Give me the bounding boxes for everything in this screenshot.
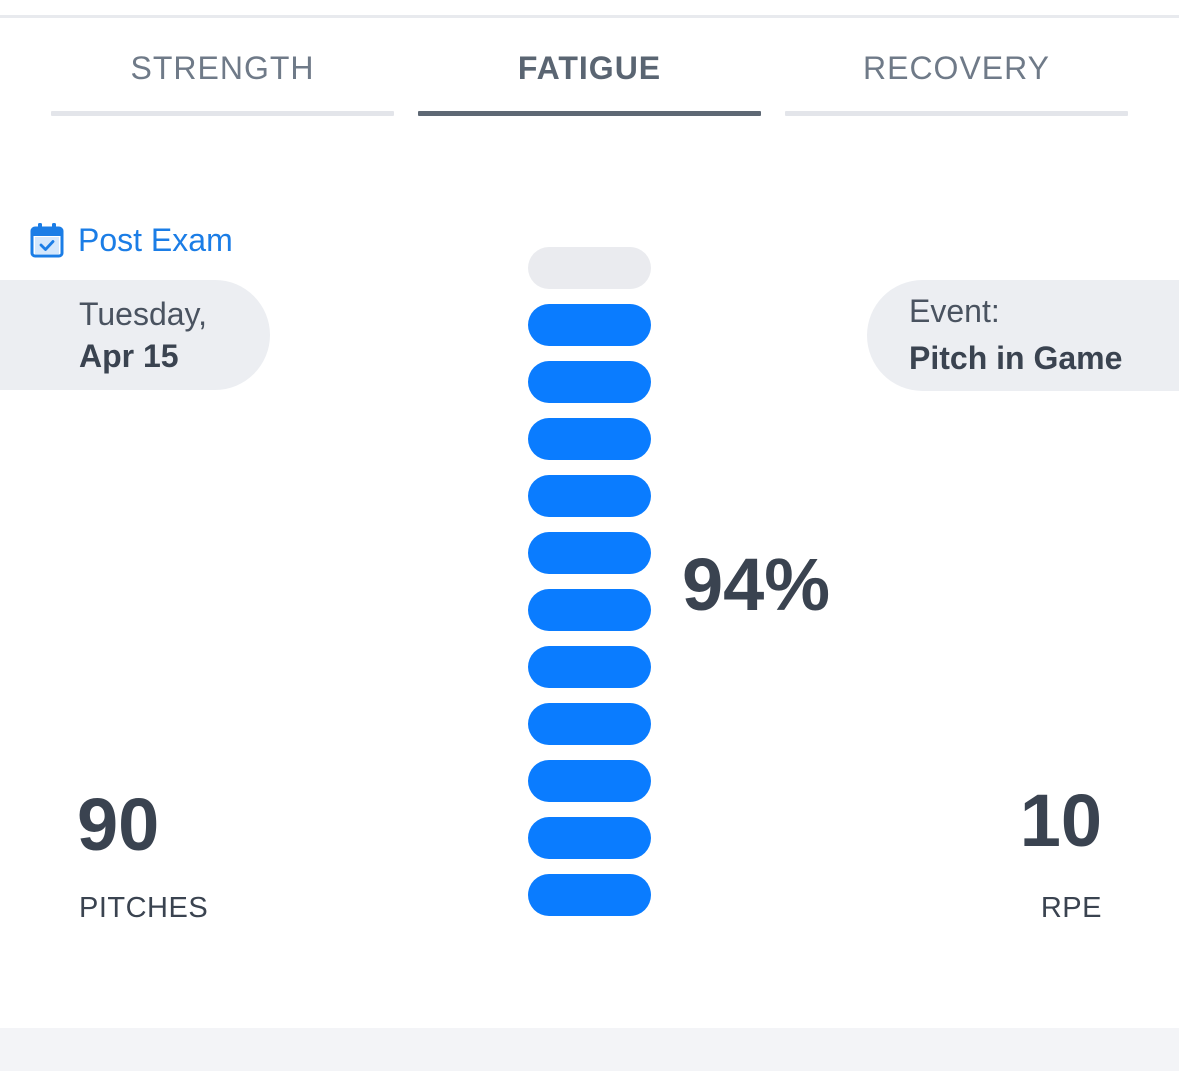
top-divider [0,0,1179,18]
meter-segment-filled [528,304,651,346]
footer-band [0,1028,1179,1071]
tab-bar: STRENGTH FATIGUE RECOVERY [51,40,1128,116]
tab-recovery-label: RECOVERY [862,50,1050,86]
tab-strength[interactable]: STRENGTH [51,40,394,116]
meter-segment-filled [528,703,651,745]
date-weekday: Tuesday, [79,296,208,332]
pitches-label: PITCHES [79,892,209,924]
tab-strength-underline [51,111,394,116]
meter-segment-filled [528,361,651,403]
date-pill: Tuesday, Apr 15 [0,280,270,390]
post-exam-link[interactable]: Post Exam [30,220,233,260]
event-label: Event: [909,293,1000,329]
event-value: Pitch in Game [909,340,1123,376]
meter-segment-filled [528,646,651,688]
meter-segment-filled [528,418,651,460]
meter-segment-filled [528,760,651,802]
meter-segment-empty [528,247,651,289]
meter-segment-filled [528,532,651,574]
tab-strength-label: STRENGTH [130,50,315,86]
meter-segment-filled [528,817,651,859]
fatigue-meter [528,247,651,918]
pitches-value: 90 [77,783,160,866]
tab-fatigue-underline [418,111,761,116]
fatigue-percent: 94% [682,543,831,626]
tab-fatigue[interactable]: FATIGUE [418,40,761,116]
tab-recovery[interactable]: RECOVERY [785,40,1128,116]
event-pill: Event: Pitch in Game [867,280,1179,391]
rpe-label: RPE [1040,892,1102,924]
meter-segment-filled [528,874,651,916]
calendar-check-icon [30,223,64,258]
tab-fatigue-label: FATIGUE [517,50,662,86]
meter-segment-filled [528,475,651,517]
meter-segment-filled [528,589,651,631]
tab-recovery-underline [785,111,1128,116]
post-exam-label: Post Exam [78,221,233,258]
rpe-value: 10 [1019,779,1102,862]
date-monthday: Apr 15 [79,338,179,374]
